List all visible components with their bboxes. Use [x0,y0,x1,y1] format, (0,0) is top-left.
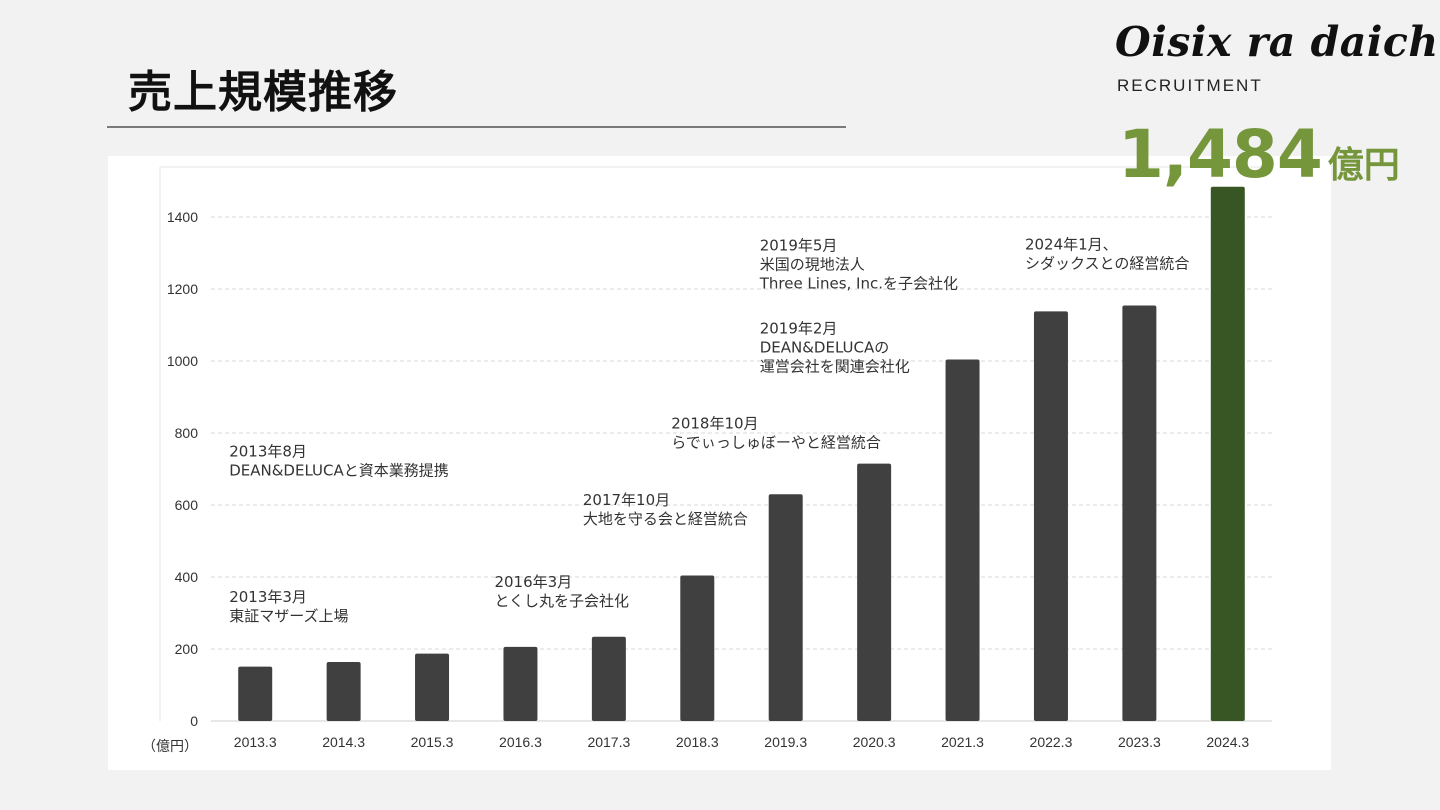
annotation-5-line-0: 2019年2月 [760,319,838,337]
annotation-1-line-1: DEAN&DELUCAと資本業務提携 [229,461,449,479]
y-tick-label: 800 [175,425,199,441]
y-tick-label: 1200 [167,281,198,297]
annotation-7-line-0: 2024年1月、 [1025,235,1118,253]
headline-value: 1,484 [1118,116,1323,193]
headline-figure: 1,484 億円 [1118,116,1400,193]
annotation-2-line-1: とくし丸を子会社化 [494,592,629,610]
x-tick-label: 2021.3 [941,734,984,750]
annotation-0-line-0: 2013年3月 [229,588,307,606]
bar-2023.3 [1122,305,1157,721]
y-tick-label: 0 [190,713,198,729]
title-divider [107,126,846,128]
bar-2020.3 [857,463,892,721]
y-unit-label: （億円） [142,739,198,755]
annotation-6-line-2: Three Lines, Inc.を子会社化 [759,274,958,292]
x-tick-label: 2022.3 [1030,734,1073,750]
bar-2013.3 [238,666,273,721]
x-tick-label: 2014.3 [322,734,365,750]
x-tick-label: 2024.3 [1206,734,1249,750]
annotation-6-line-0: 2019年5月 [760,236,838,254]
brand-logo: Oisix ra daichi [1115,18,1440,66]
y-tick-label: 200 [175,641,199,657]
annotation-3-line-0: 2017年10月 [583,491,670,509]
y-tick-label: 1400 [167,209,198,225]
annotation-5-line-1: DEAN&DELUCAの [760,338,890,356]
annotation-4-line-0: 2018年10月 [671,415,758,433]
bar-2014.3 [326,661,361,721]
y-tick-label: 400 [175,569,199,585]
x-tick-label: 2013.3 [234,734,277,750]
headline-unit: 億円 [1327,145,1400,186]
bar-2015.3 [415,653,450,721]
annotation-3-line-1: 大地を守る会と経営統合 [583,510,748,528]
x-tick-label: 2020.3 [853,734,896,750]
brand-subtitle: RECRUITMENT [1117,76,1263,95]
bar-2021.3 [945,359,980,721]
bar-2018.3 [680,575,715,721]
x-tick-label: 2017.3 [587,734,630,750]
x-tick-label: 2016.3 [499,734,542,750]
annotation-6-line-1: 米国の現地法人 [760,255,865,273]
page-title: 売上規模推移 [128,67,398,118]
annotation-0-line-1: 東証マザーズ上場 [229,607,348,625]
annotation-7-line-1: シダックスとの経営統合 [1025,254,1189,272]
bar-2019.3 [768,494,803,721]
annotation-5-line-2: 運営会社を関連会社化 [760,357,910,375]
annotation-2-line-0: 2016年3月 [494,573,572,591]
x-tick-label: 2015.3 [411,734,454,750]
annotation-4-line-1: らでぃっしゅぼーやと経営統合 [671,434,881,452]
bar-2017.3 [591,636,626,721]
x-tick-label: 2019.3 [764,734,807,750]
bar-2016.3 [503,646,538,721]
y-tick-label: 1000 [167,353,198,369]
y-tick-label: 600 [175,497,199,513]
annotation-1-line-0: 2013年8月 [229,442,307,460]
x-tick-label: 2018.3 [676,734,719,750]
x-tick-label: 2023.3 [1118,734,1161,750]
bar-2024.3 [1210,186,1245,721]
bar-2022.3 [1033,311,1068,721]
